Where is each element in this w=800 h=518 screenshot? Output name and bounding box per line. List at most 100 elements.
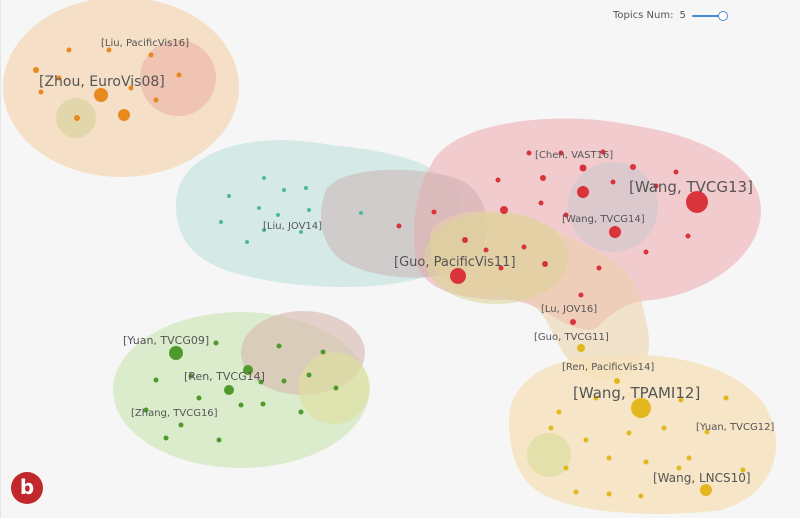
topics-slider[interactable] bbox=[691, 10, 728, 21]
document-point[interactable] bbox=[153, 377, 159, 383]
document-point[interactable] bbox=[118, 109, 130, 121]
document-point[interactable] bbox=[66, 47, 72, 53]
document-label[interactable]: [Ren, PacificVis14] bbox=[562, 362, 654, 373]
document-label[interactable]: [Wang, TPAMI12] bbox=[573, 384, 700, 402]
document-point[interactable] bbox=[563, 212, 569, 218]
document-label[interactable]: [Wang, TVCG14] bbox=[562, 214, 645, 225]
document-label[interactable]: [Yuan, TVCG12] bbox=[696, 422, 774, 433]
document-label[interactable]: [Guo, PacificVis11] bbox=[394, 255, 516, 270]
document-point[interactable] bbox=[700, 484, 712, 496]
yellow-cluster-region[interactable] bbox=[509, 354, 777, 514]
document-point[interactable] bbox=[723, 395, 729, 401]
document-point[interactable] bbox=[238, 402, 244, 408]
document-point[interactable] bbox=[450, 268, 466, 284]
document-point[interactable] bbox=[578, 292, 584, 298]
document-point[interactable] bbox=[500, 206, 508, 214]
document-point[interactable] bbox=[630, 164, 636, 170]
topics-slider-handle[interactable] bbox=[717, 10, 728, 21]
document-point[interactable] bbox=[686, 455, 692, 461]
document-label[interactable]: [Lu, JOV16] bbox=[541, 304, 597, 315]
document-point[interactable] bbox=[216, 437, 222, 443]
topics-slider-track[interactable] bbox=[691, 14, 726, 17]
document-point[interactable] bbox=[94, 88, 108, 102]
document-point[interactable] bbox=[643, 459, 649, 465]
document-point[interactable] bbox=[653, 183, 659, 189]
document-point[interactable] bbox=[626, 430, 632, 436]
document-point[interactable] bbox=[610, 179, 616, 185]
document-point[interactable] bbox=[593, 395, 599, 401]
document-point[interactable] bbox=[106, 47, 112, 53]
document-point[interactable] bbox=[262, 176, 266, 180]
document-point[interactable] bbox=[740, 467, 746, 473]
document-point[interactable] bbox=[320, 349, 326, 355]
document-label[interactable]: [Guo, TVCG11] bbox=[534, 332, 609, 343]
document-point[interactable] bbox=[431, 209, 437, 215]
document-point[interactable] bbox=[243, 365, 253, 375]
document-point[interactable] bbox=[176, 72, 182, 78]
document-point[interactable] bbox=[556, 409, 562, 415]
document-point[interactable] bbox=[257, 206, 261, 210]
document-point[interactable] bbox=[213, 340, 219, 346]
document-point[interactable] bbox=[298, 409, 304, 415]
document-point[interactable] bbox=[148, 52, 154, 58]
document-label[interactable]: [Ren, TVCG14] bbox=[184, 370, 265, 383]
document-point[interactable] bbox=[299, 230, 303, 234]
document-point[interactable] bbox=[38, 89, 44, 95]
document-point[interactable] bbox=[583, 437, 589, 443]
document-point[interactable] bbox=[163, 435, 169, 441]
document-point[interactable] bbox=[396, 223, 402, 229]
document-point[interactable] bbox=[631, 398, 651, 418]
document-point[interactable] bbox=[307, 208, 311, 212]
document-point[interactable] bbox=[304, 186, 308, 190]
document-point[interactable] bbox=[661, 425, 667, 431]
document-point[interactable] bbox=[577, 186, 589, 198]
document-point[interactable] bbox=[498, 265, 504, 271]
document-point[interactable] bbox=[224, 385, 234, 395]
document-point[interactable] bbox=[704, 429, 710, 435]
document-point[interactable] bbox=[685, 233, 691, 239]
document-point[interactable] bbox=[281, 378, 287, 384]
document-point[interactable] bbox=[282, 188, 286, 192]
document-label[interactable]: [Zhang, TVCG16] bbox=[131, 408, 218, 419]
document-point[interactable] bbox=[276, 213, 280, 217]
document-point[interactable] bbox=[600, 149, 606, 155]
document-point[interactable] bbox=[33, 67, 39, 73]
document-point[interactable] bbox=[614, 378, 620, 384]
document-point[interactable] bbox=[188, 373, 194, 379]
document-point[interactable] bbox=[643, 249, 649, 255]
document-point[interactable] bbox=[227, 194, 231, 198]
document-point[interactable] bbox=[258, 379, 264, 385]
document-point[interactable] bbox=[521, 244, 527, 250]
document-point[interactable] bbox=[462, 237, 468, 243]
document-label[interactable]: [Chen, VAST16] bbox=[535, 150, 613, 161]
document-point[interactable] bbox=[563, 465, 569, 471]
document-point[interactable] bbox=[558, 150, 564, 156]
teal-cluster-region[interactable] bbox=[176, 140, 461, 288]
document-point[interactable] bbox=[483, 247, 489, 253]
document-point[interactable] bbox=[333, 385, 339, 391]
document-point[interactable] bbox=[609, 226, 621, 238]
document-label[interactable]: [Wang, TVCG13] bbox=[629, 178, 753, 196]
document-point[interactable] bbox=[606, 455, 612, 461]
document-point[interactable] bbox=[178, 422, 184, 428]
document-point[interactable] bbox=[306, 372, 312, 378]
document-point[interactable] bbox=[153, 97, 159, 103]
document-point[interactable] bbox=[260, 401, 266, 407]
document-point[interactable] bbox=[74, 115, 80, 121]
document-point[interactable] bbox=[573, 489, 579, 495]
document-label[interactable]: [Wang, LNCS10] bbox=[653, 471, 751, 485]
document-point[interactable] bbox=[262, 228, 266, 232]
document-point[interactable] bbox=[245, 240, 249, 244]
orange-cluster-region[interactable] bbox=[3, 0, 239, 177]
document-point[interactable] bbox=[686, 191, 708, 213]
document-point[interactable] bbox=[540, 175, 546, 181]
document-point[interactable] bbox=[359, 211, 363, 215]
document-label[interactable]: [Yuan, TVCG09] bbox=[123, 334, 209, 347]
document-point[interactable] bbox=[673, 169, 679, 175]
document-point[interactable] bbox=[638, 493, 644, 499]
document-point[interactable] bbox=[548, 425, 554, 431]
document-point[interactable] bbox=[128, 85, 134, 91]
document-point[interactable] bbox=[577, 344, 585, 352]
document-point[interactable] bbox=[495, 177, 501, 183]
document-point[interactable] bbox=[526, 150, 532, 156]
